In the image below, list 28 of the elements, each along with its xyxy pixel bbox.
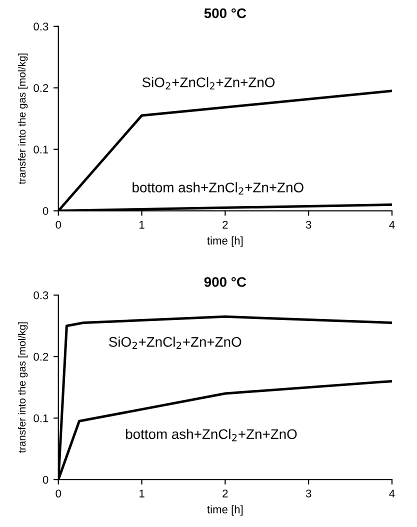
x-tick-label: 2 [222, 490, 228, 498]
chart-title: 500 °C [204, 8, 246, 18]
chart-title: 900 °C [204, 277, 246, 287]
series-label: bottom ash+ZnCl$_{2}$+Zn+ZnO [126, 428, 297, 442]
y-axis-title: transfer into the gas [mol/kg] [18, 54, 28, 184]
x-axis-title: time [h] [207, 236, 243, 247]
y-tick-label: 0 [42, 476, 48, 484]
x-tick-label: 0 [56, 490, 62, 498]
x-tick-label: 2 [222, 220, 228, 229]
y-tick-label: 0.3 [34, 22, 48, 30]
y-tick-label: 0.1 [34, 146, 48, 154]
x-tick-label: 4 [389, 490, 395, 498]
y-tick-label: 0.3 [34, 291, 48, 300]
series-label: SiO$_{2}$+ZnCl$_{2}$+Zn+ZnO [142, 77, 275, 90]
series-label: SiO$_{2}$+ZnCl$_{2}$+Zn+ZnO [109, 336, 242, 349]
y-tick-label: 0.2 [34, 84, 48, 92]
series-label: bottom ash+ZnCl$_{2}$+Zn+ZnO [132, 182, 304, 195]
x-tick-label: 4 [389, 220, 395, 229]
y-tick-label: 0.2 [34, 352, 48, 361]
x-axis-title: time [h] [207, 505, 243, 516]
x-tick-label: 1 [140, 490, 144, 498]
x-tick-label: 3 [306, 220, 312, 229]
y-axis-title: transfer into the gas [mol/kg] [18, 322, 28, 453]
y-tick-label: 0.1 [34, 414, 48, 422]
x-tick-label: 1 [140, 220, 144, 229]
y-tick-label: 0 [42, 207, 48, 215]
x-tick-label: 3 [306, 490, 312, 498]
x-tick-label: 0 [56, 220, 62, 229]
